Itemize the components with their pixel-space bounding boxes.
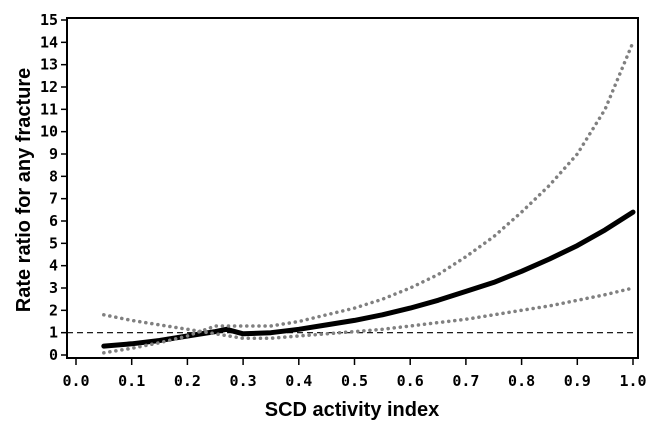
x-tick-label: 0.9 [564, 372, 591, 390]
y-tick-label: 12 [40, 78, 58, 96]
x-axis-title: SCD activity index [265, 399, 440, 421]
x-tick-label: 0.5 [341, 372, 368, 390]
x-tick-label: 0.6 [397, 372, 424, 390]
y-tick-label: 14 [40, 33, 58, 51]
upper-ci-line [102, 40, 635, 355]
y-tick-label: 2 [49, 301, 58, 319]
estimate-line [101, 209, 636, 349]
x-tick-label: 0.4 [285, 372, 312, 390]
y-tick-label: 0 [49, 346, 58, 364]
y-tick-label: 7 [49, 190, 58, 208]
y-tick-label: 6 [49, 212, 58, 230]
y-tick-label: 5 [49, 234, 58, 252]
x-tick-label: 0.1 [118, 372, 145, 390]
y-tick-label: 9 [49, 145, 58, 163]
y-axis-title: Rate ratio for any fracture [13, 68, 35, 313]
y-tick-label: 8 [49, 167, 58, 185]
x-axis: 0.0 0.1 0.2 0.3 0.4 0.5 0.6 0.7 0.8 0.9 1.0 [62, 358, 647, 390]
y-tick-label: 11 [40, 100, 58, 118]
series-layer [101, 40, 636, 355]
x-tick-label: 0.3 [230, 372, 257, 390]
x-tick-label: 1.0 [619, 372, 646, 390]
y-tick-label: 15 [40, 11, 58, 29]
x-tick-label: 0.2 [174, 372, 201, 390]
y-tick-label: 13 [40, 56, 58, 74]
y-tick-label: 10 [40, 123, 58, 141]
y-tick-label: 3 [49, 279, 58, 297]
y-tick-label: 1 [49, 324, 58, 342]
y-tick-label: 4 [49, 257, 58, 275]
x-tick-label: 0.8 [508, 372, 535, 390]
x-tick-label: 0.7 [452, 372, 479, 390]
x-tick-label: 0.0 [62, 372, 89, 390]
plot-frame [66, 17, 639, 359]
lower-ci-line [102, 286, 635, 341]
